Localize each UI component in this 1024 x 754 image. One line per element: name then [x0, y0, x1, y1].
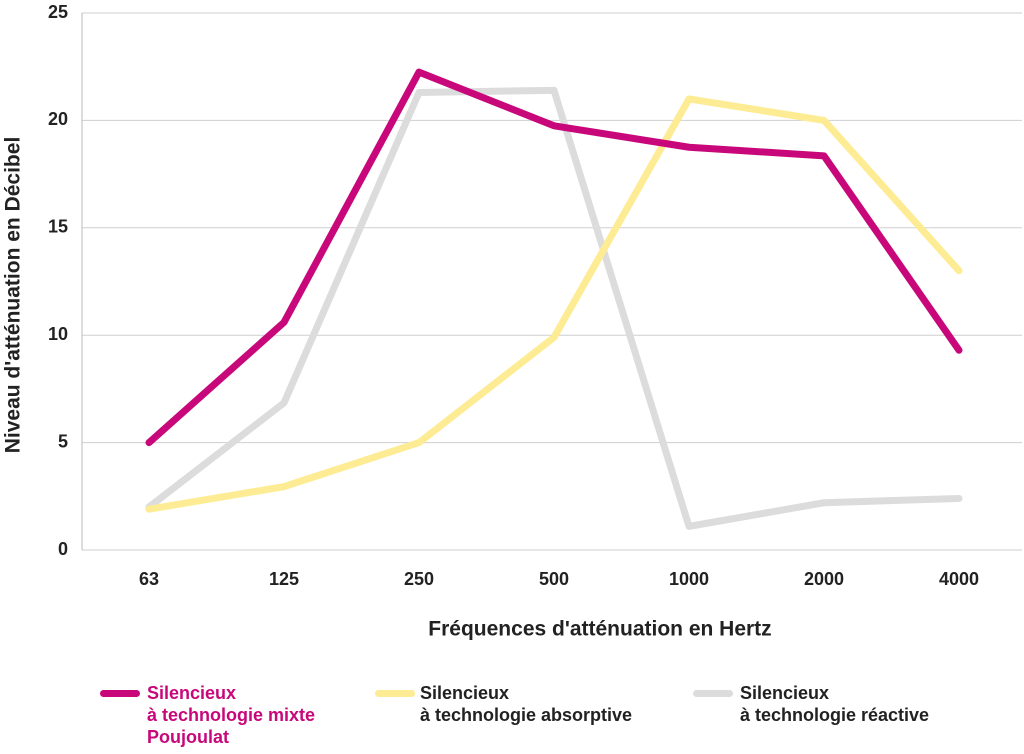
y-tick-label: 0 [58, 539, 68, 559]
y-tick-label: 15 [48, 217, 68, 237]
y-tick-label: 5 [58, 431, 68, 451]
x-tick-label: 2000 [804, 569, 844, 589]
legend-label: Silencieux à technologie réactive [740, 683, 930, 725]
series-line [145, 95, 963, 513]
y-tick-label: 25 [48, 2, 68, 22]
x-axis-title: Fréquences d'atténuation en Hertz [428, 618, 771, 641]
x-tick-label: 4000 [939, 569, 979, 589]
series-line [145, 86, 963, 530]
y-tick-label: 10 [48, 324, 68, 344]
chart: Fréquences d'atténuation en Hertz Niveau… [2, 2, 1022, 641]
legend-swatch [693, 690, 733, 697]
x-tick-label: 250 [404, 569, 434, 589]
legend-label: Silencieux à technologie absorptive [420, 683, 633, 725]
legend-label: Silencieux à technologie mixte Poujoulat [147, 683, 316, 747]
x-tick-label: 63 [139, 569, 159, 589]
legend-swatch [375, 690, 415, 697]
y-tick-label: 20 [48, 109, 68, 129]
x-tick-label: 500 [539, 569, 569, 589]
x-tick-label: 125 [269, 569, 299, 589]
x-tick-label: 1000 [669, 569, 709, 589]
legend-swatch [100, 690, 140, 697]
series-line [145, 68, 963, 447]
y-axis-title: Niveau d'atténuation en Décibel [2, 137, 25, 454]
